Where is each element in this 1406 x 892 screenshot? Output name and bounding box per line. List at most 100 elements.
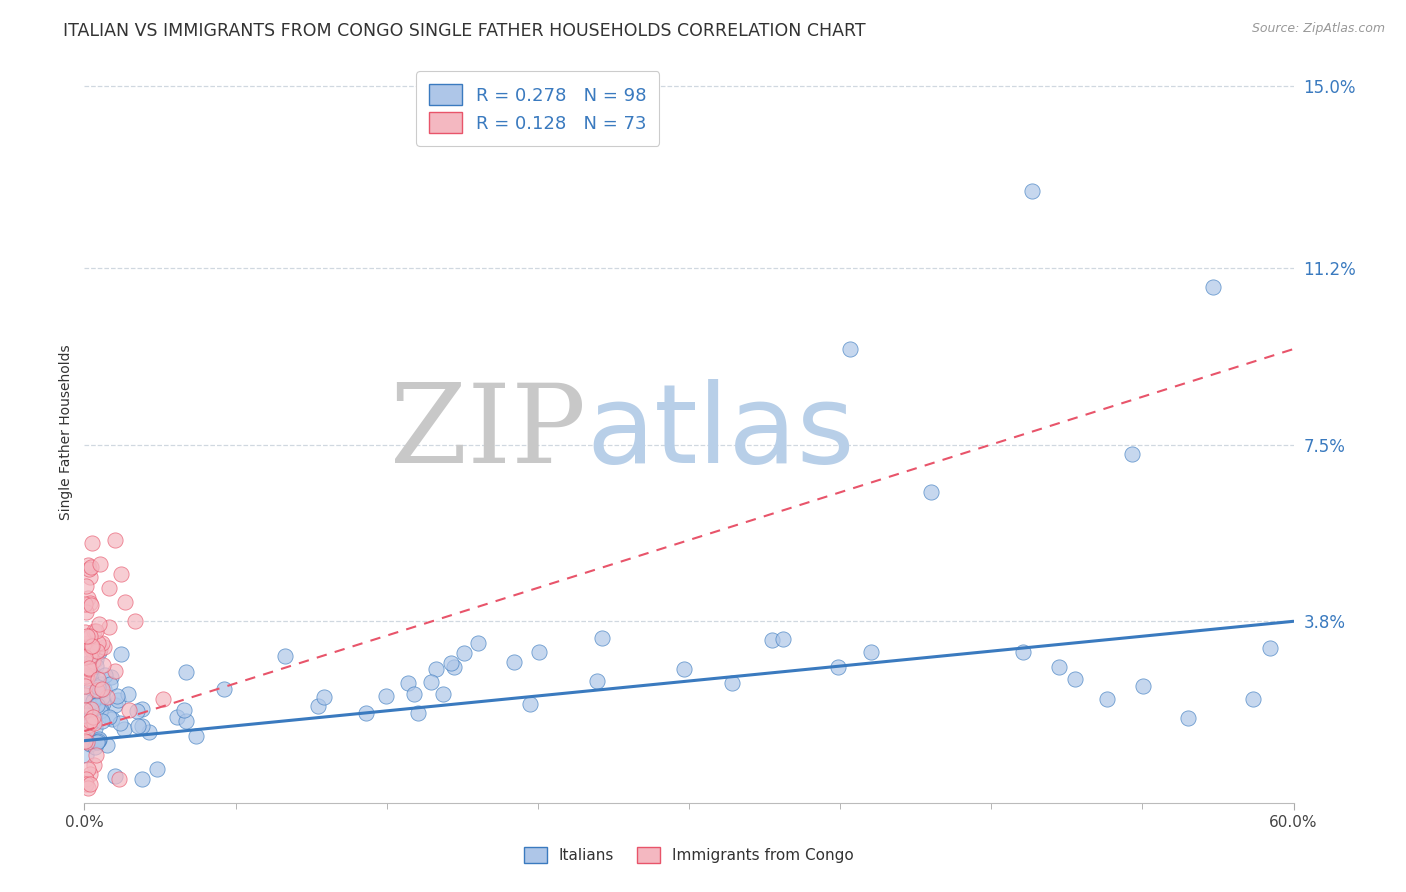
Point xyxy=(440,656,463,670)
Point xyxy=(87,672,110,686)
Point xyxy=(89,641,111,656)
Point xyxy=(97,581,120,595)
Point xyxy=(83,624,105,638)
Point xyxy=(76,665,98,679)
Point xyxy=(1021,185,1043,199)
Point xyxy=(96,738,118,752)
Point xyxy=(77,558,100,572)
Point xyxy=(75,777,97,791)
Point xyxy=(402,687,425,701)
Point xyxy=(84,659,107,673)
Point xyxy=(91,681,114,696)
Point xyxy=(77,636,100,650)
Point xyxy=(467,636,489,650)
Point xyxy=(174,665,197,679)
Point xyxy=(117,687,139,701)
Point xyxy=(98,677,121,691)
Point xyxy=(86,698,108,713)
Point xyxy=(131,772,153,786)
Point xyxy=(274,649,297,664)
Point xyxy=(312,690,335,704)
Point xyxy=(84,684,107,698)
Point xyxy=(1177,711,1199,725)
Point xyxy=(75,707,97,722)
Point xyxy=(79,570,101,584)
Point xyxy=(110,648,132,662)
Point xyxy=(80,599,103,613)
Point xyxy=(166,710,188,724)
Point xyxy=(585,674,607,689)
Point xyxy=(91,714,114,728)
Text: Source: ZipAtlas.com: Source: ZipAtlas.com xyxy=(1251,22,1385,36)
Point xyxy=(96,690,118,704)
Point xyxy=(82,654,104,668)
Point xyxy=(138,724,160,739)
Point xyxy=(83,757,105,772)
Point xyxy=(114,595,136,609)
Point xyxy=(79,628,101,642)
Point xyxy=(721,675,744,690)
Point xyxy=(90,635,112,649)
Point xyxy=(174,714,197,728)
Point xyxy=(83,739,105,754)
Point xyxy=(127,719,149,733)
Point xyxy=(91,696,114,710)
Point xyxy=(75,680,97,694)
Point xyxy=(105,690,128,704)
Point xyxy=(1095,692,1118,706)
Point xyxy=(90,677,112,691)
Point xyxy=(94,668,117,682)
Point xyxy=(79,714,101,728)
Point xyxy=(79,596,101,610)
Point xyxy=(97,620,120,634)
Point xyxy=(80,681,103,695)
Point xyxy=(77,562,100,576)
Point xyxy=(86,636,108,650)
Point xyxy=(80,639,103,653)
Point xyxy=(152,692,174,706)
Point xyxy=(87,734,110,748)
Point xyxy=(591,632,613,646)
Point xyxy=(75,714,97,729)
Point xyxy=(124,615,146,629)
Point xyxy=(406,706,429,720)
Point xyxy=(104,698,127,713)
Point xyxy=(100,670,122,684)
Point xyxy=(75,669,97,683)
Point xyxy=(89,731,111,746)
Point xyxy=(108,716,131,731)
Point xyxy=(89,704,111,718)
Point xyxy=(77,661,100,675)
Point xyxy=(75,624,97,639)
Point xyxy=(91,657,114,672)
Point xyxy=(75,703,97,717)
Point xyxy=(80,643,103,657)
Point xyxy=(93,640,115,655)
Point xyxy=(77,661,100,675)
Point xyxy=(80,665,103,680)
Point xyxy=(82,714,104,729)
Point xyxy=(110,566,132,581)
Point xyxy=(1047,660,1070,674)
Point xyxy=(101,712,124,726)
Point xyxy=(79,648,101,663)
Point xyxy=(118,702,141,716)
Point xyxy=(76,723,98,738)
Point xyxy=(672,662,695,676)
Point xyxy=(859,645,882,659)
Point xyxy=(76,671,98,685)
Point xyxy=(1241,692,1264,706)
Point xyxy=(82,536,104,550)
Point xyxy=(82,642,104,657)
Point xyxy=(146,763,169,777)
Point xyxy=(103,665,125,679)
Point xyxy=(75,733,97,747)
Point xyxy=(75,650,97,665)
Y-axis label: Single Father Households: Single Father Households xyxy=(59,345,73,520)
Point xyxy=(104,769,127,783)
Point xyxy=(93,682,115,697)
Point xyxy=(396,676,419,690)
Point xyxy=(86,644,108,658)
Point xyxy=(131,701,153,715)
Point xyxy=(425,662,447,676)
